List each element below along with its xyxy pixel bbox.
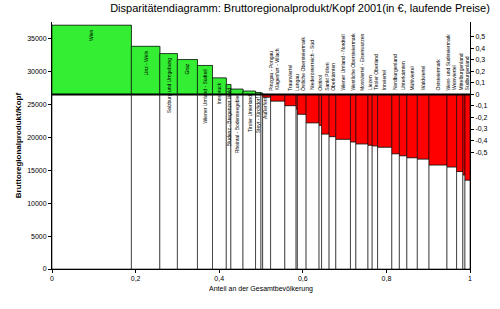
svg-text:Waldviertel: Waldviertel (420, 66, 426, 91)
svg-text:West- und Südsteiermark: West- und Südsteiermark (445, 34, 451, 91)
svg-text:25000: 25000 (27, 101, 47, 108)
svg-text:0,5: 0,5 (475, 33, 485, 40)
svg-text:1: 1 (468, 275, 472, 282)
svg-text:-0,5: -0,5 (475, 149, 487, 156)
svg-text:Wien: Wien (88, 29, 94, 41)
svg-text:Traunviertel: Traunviertel (287, 65, 293, 91)
svg-text:5000: 5000 (31, 233, 47, 240)
svg-text:Bruttoregionalprodukt/Kopf: Bruttoregionalprodukt/Kopf (14, 93, 23, 199)
svg-text:Westliche Obersteiermark: Westliche Obersteiermark (350, 33, 356, 91)
svg-text:Innsbruck: Innsbruck (216, 82, 222, 104)
svg-text:Oststeiermark: Oststeiermark (435, 59, 441, 91)
svg-text:0: 0 (43, 265, 47, 272)
svg-text:Graz: Graz (184, 63, 190, 74)
svg-text:15000: 15000 (27, 167, 47, 174)
svg-text:Innviertel: Innviertel (381, 70, 387, 90)
svg-text:0,3: 0,3 (475, 56, 485, 63)
svg-text:0,4: 0,4 (475, 45, 485, 52)
svg-text:Osttirol: Osttirol (317, 75, 323, 91)
svg-text:Unterkärnten: Unterkärnten (400, 61, 406, 90)
svg-text:0,6: 0,6 (298, 275, 308, 282)
svg-text:Linz - Wels: Linz - Wels (143, 50, 149, 75)
svg-text:-0,1: -0,1 (475, 102, 487, 109)
svg-text:Wiener Umland - Südteil: Wiener Umland - Südteil (202, 69, 208, 123)
svg-text:Salzburg und Umgebung: Salzburg und Umgebung (166, 58, 172, 114)
svg-text:30000: 30000 (27, 68, 47, 75)
svg-text:Nordburgenland: Nordburgenland (392, 54, 398, 90)
svg-text:0: 0 (50, 275, 54, 282)
svg-text:0,1: 0,1 (475, 79, 485, 86)
svg-text:Steyr - Kirchdorf: Steyr - Kirchdorf (255, 97, 261, 134)
svg-text:0,2: 0,2 (131, 275, 141, 282)
svg-text:-0,4: -0,4 (475, 137, 487, 144)
svg-text:0,4: 0,4 (214, 275, 224, 282)
svg-text:Pinzgau - Pongau: Pinzgau - Pongau (268, 51, 274, 91)
svg-text:0: 0 (475, 91, 479, 98)
svg-text:Mühlviertel: Mühlviertel (409, 66, 415, 90)
svg-text:Bludenz - Bregenzer Wald: Bludenz - Bregenzer Wald (226, 88, 232, 146)
svg-text:Lungau: Lungau (294, 74, 300, 91)
svg-text:20000: 20000 (27, 134, 47, 141)
svg-text:0,8: 0,8 (382, 275, 392, 282)
svg-text:Liezen: Liezen (367, 75, 373, 90)
svg-text:Weinviertel: Weinviertel (451, 65, 457, 90)
svg-text:Sankt Pölten: Sankt Pölten (324, 62, 330, 91)
svg-text:Tiroler Oberland: Tiroler Oberland (373, 54, 379, 90)
svg-text:Außerfern: Außerfern (262, 96, 268, 118)
svg-text:Anteil an der Gesamtbevölkerun: Anteil an der Gesamtbevölkerung (209, 285, 313, 293)
svg-text:Südburgenland: Südburgenland (464, 56, 470, 90)
svg-text:Wiener Umland - Nordteil: Wiener Umland - Nordteil (340, 34, 346, 90)
svg-text:Disparitätendiagramm: Bruttore: Disparitätendiagramm: Bruttoregionalprod… (110, 2, 490, 14)
svg-text:-0,2: -0,2 (475, 114, 487, 121)
svg-text:Niederösterreich - Süd: Niederösterreich - Süd (309, 40, 315, 90)
svg-text:Tiroler Unterland: Tiroler Unterland (247, 95, 253, 132)
svg-text:Mittelburgenland: Mittelburgenland (458, 53, 464, 90)
svg-text:-0,3: -0,3 (475, 125, 487, 132)
svg-text:Klagenfurt - Villach: Klagenfurt - Villach (274, 48, 280, 90)
svg-text:10000: 10000 (27, 200, 47, 207)
svg-text:35000: 35000 (27, 35, 47, 42)
svg-text:Mostviertel - Eisenwurzen: Mostviertel - Eisenwurzen (359, 33, 365, 90)
svg-text:Östliche Obersteiermark: Östliche Obersteiermark (300, 37, 306, 91)
svg-text:Rheintal - Bodenseegebiet: Rheintal - Bodenseegebiet (234, 94, 240, 154)
svg-text:Oberkärnten: Oberkärnten (330, 63, 336, 91)
svg-text:0,2: 0,2 (475, 68, 485, 75)
